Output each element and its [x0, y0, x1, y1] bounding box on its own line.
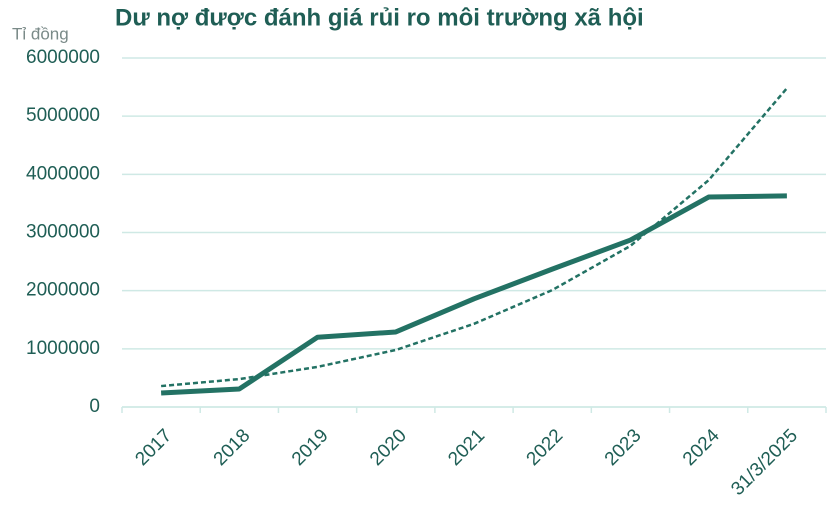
x-tick-label: 2020: [366, 425, 411, 470]
y-tick-label: 0: [89, 396, 100, 417]
x-tick-label: 2019: [288, 425, 333, 470]
x-tick-label: 2024: [679, 425, 724, 470]
x-tick-label: 31/3/2025: [727, 425, 802, 500]
y-tick-label: 1000000: [26, 338, 100, 359]
trend-line: [161, 87, 788, 388]
y-tick-label: 4000000: [26, 163, 100, 184]
y-axis-label: Tỉ đồng: [12, 24, 69, 43]
line: [160, 193, 787, 396]
y-tick-label: 3000000: [26, 222, 100, 243]
x-tick-label: 2018: [210, 425, 255, 470]
x-tick-label: 2021: [444, 425, 489, 470]
y-tick-label: 2000000: [26, 280, 100, 301]
x-tick-label: 2023: [601, 425, 646, 470]
x-tick-label: 2022: [523, 425, 568, 470]
chart-title: Dư nợ được đánh giá rủi ro môi trường xã…: [115, 4, 644, 31]
y-tick-label: 6000000: [26, 47, 100, 68]
x-tick-label: 2017: [131, 425, 176, 470]
y-tick-label: 5000000: [26, 105, 100, 126]
